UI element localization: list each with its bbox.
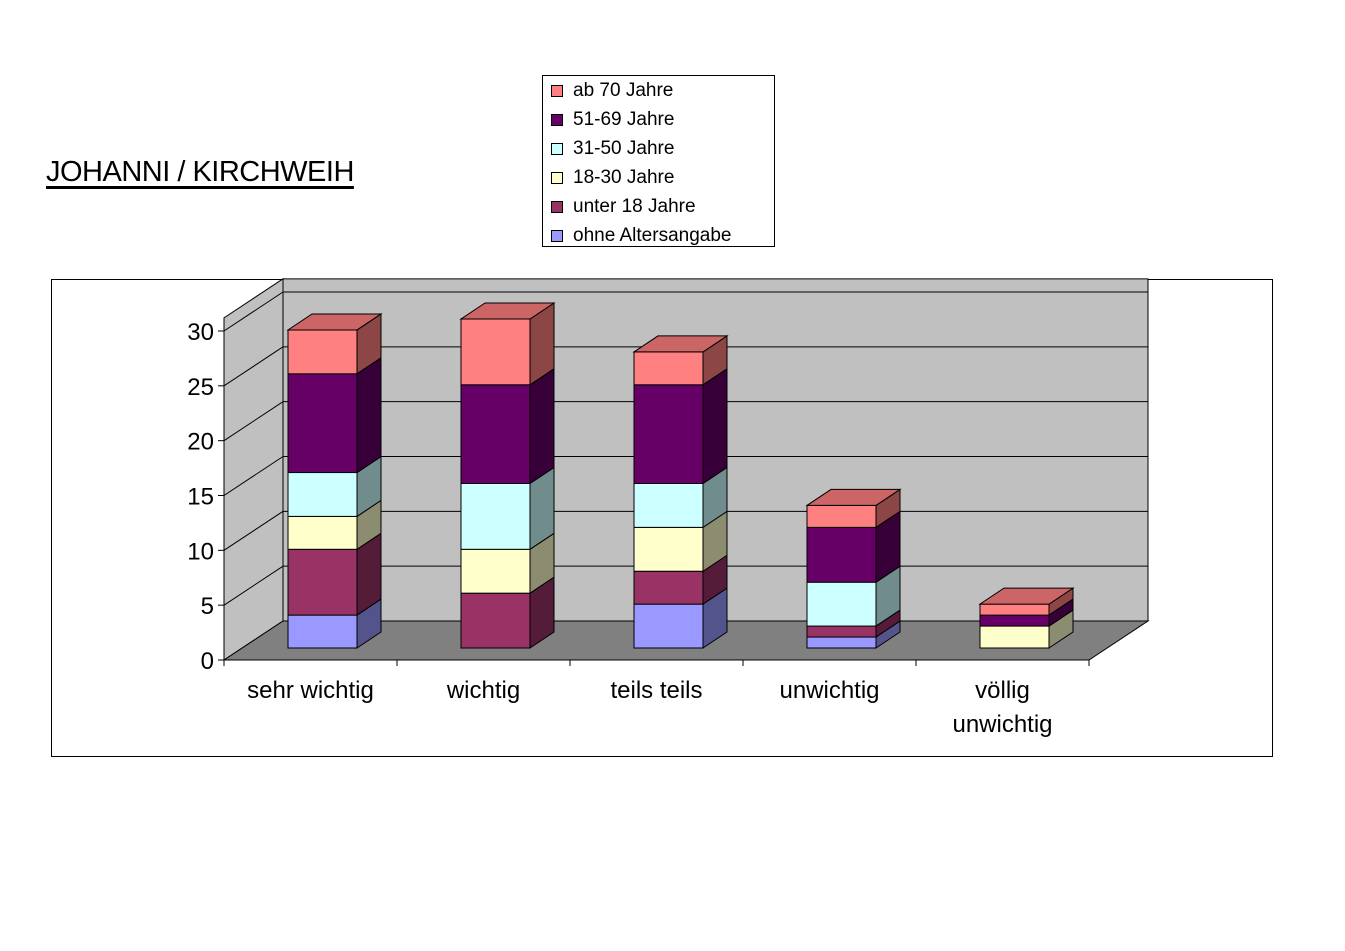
gridline-side	[223, 565, 284, 606]
chart-title: JOHANNI / KIRCHWEIH	[46, 156, 354, 188]
bar-segment-front	[633, 570, 704, 605]
gridline-side	[223, 401, 284, 442]
bar-segment-front	[806, 625, 877, 638]
bar-segment-front	[979, 625, 1050, 649]
bar-segment-front	[633, 483, 704, 528]
bar-top	[978, 587, 1075, 605]
x-tick-label: unwichtig	[779, 677, 879, 704]
bar-segment-front	[287, 472, 358, 517]
legend-item: 31-50 Jahre	[551, 138, 674, 160]
bar-segment-front	[287, 515, 358, 550]
bar-segment-side	[529, 367, 555, 485]
y-tick-label: 25	[187, 374, 214, 401]
bar-segment-front	[633, 351, 704, 386]
y-tick-label: 20	[187, 429, 214, 456]
bar-segment-front	[979, 603, 1050, 616]
gridline-side	[223, 510, 284, 551]
gridline-side	[223, 456, 284, 496]
bar-segment-front	[287, 548, 358, 616]
legend-swatch	[551, 143, 563, 155]
bar-segment-front	[806, 504, 877, 528]
legend-label: unter 18 Jahre	[573, 196, 696, 217]
bar-segment-front	[460, 592, 531, 649]
legend-item: ohne Altersangabe	[551, 225, 731, 247]
bar-top	[286, 313, 383, 331]
legend-item: ab 70 Jahre	[551, 80, 673, 102]
y-tick-label: 5	[201, 593, 214, 620]
legend-item: 18-30 Jahre	[551, 167, 674, 189]
bar-segment-front	[460, 548, 531, 594]
bar-top	[632, 335, 729, 353]
bar-segment-front	[633, 384, 704, 484]
legend-swatch	[551, 201, 563, 213]
legend-label: 31-50 Jahre	[573, 138, 675, 159]
x-tick-label: völlig	[975, 677, 1030, 704]
legend-swatch	[551, 230, 563, 242]
bar-segment-side	[702, 367, 728, 485]
bar-segment-front	[806, 581, 877, 627]
chart-legend: ab 70 Jahre 51-69 Jahre 31-50 Jahre 18-30 J…	[542, 75, 775, 247]
legend-swatch	[551, 172, 563, 184]
legend-item: unter 18 Jahre	[551, 196, 696, 218]
x-tick-label: unwichtig	[952, 711, 1052, 738]
legend-label: ab 70 Jahre	[573, 80, 674, 101]
bar-segment-front	[460, 483, 531, 550]
bar-segment-front	[460, 318, 531, 386]
y-tick-label: 30	[187, 319, 214, 346]
bar-segment-front	[287, 614, 358, 649]
legend-item: 51-69 Jahre	[551, 109, 674, 131]
legend-swatch	[551, 85, 563, 97]
side-wall	[223, 277, 284, 661]
bar-segment-front	[633, 603, 704, 649]
y-tick-label: 0	[201, 648, 214, 675]
bar-segment-front	[979, 614, 1050, 627]
y-tick-label: 15	[187, 484, 214, 511]
bar-segment-front	[806, 636, 877, 649]
bar-top	[459, 302, 556, 320]
bar-segment-front	[806, 526, 877, 583]
bar-segment-front	[633, 526, 704, 572]
legend-swatch	[551, 114, 563, 126]
bar-segment-front	[287, 373, 358, 474]
x-tick-label: wichtig	[446, 677, 520, 704]
x-tick-label: sehr wichtig	[247, 677, 374, 704]
bar-segment-front	[287, 329, 358, 375]
gridline-side	[223, 346, 284, 387]
bar-top	[805, 488, 902, 506]
x-tick-label: teils teils	[610, 677, 702, 704]
gridline-side	[223, 291, 284, 332]
legend-label: 51-69 Jahre	[573, 109, 675, 130]
legend-label: ohne Altersangabe	[573, 225, 732, 246]
y-tick-label: 10	[187, 538, 214, 565]
legend-label: 18-30 Jahre	[573, 167, 675, 188]
bar-segment-side	[356, 356, 382, 474]
bar-segment-front	[460, 384, 531, 484]
